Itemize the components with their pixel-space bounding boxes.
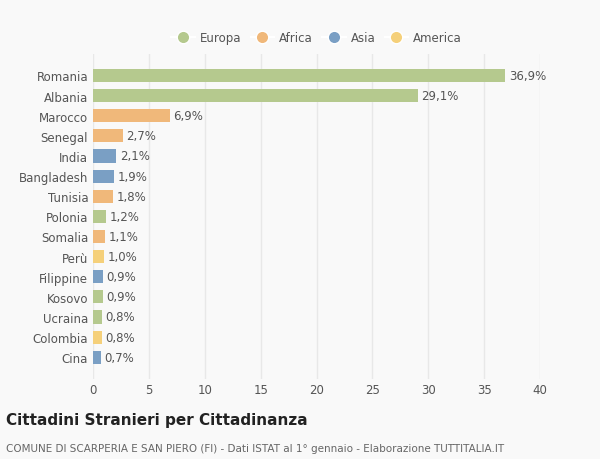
Text: COMUNE DI SCARPERIA E SAN PIERO (FI) - Dati ISTAT al 1° gennaio - Elaborazione T: COMUNE DI SCARPERIA E SAN PIERO (FI) - D… bbox=[6, 443, 504, 453]
Bar bbox=[93, 230, 105, 243]
Text: 0,7%: 0,7% bbox=[104, 351, 134, 364]
Bar bbox=[93, 271, 103, 284]
Text: 2,1%: 2,1% bbox=[120, 150, 149, 163]
Bar bbox=[93, 110, 170, 123]
Text: 1,1%: 1,1% bbox=[109, 230, 139, 243]
Bar bbox=[93, 351, 101, 364]
Text: 1,9%: 1,9% bbox=[118, 170, 148, 183]
Text: 0,8%: 0,8% bbox=[105, 331, 135, 344]
Bar bbox=[93, 210, 106, 224]
Bar bbox=[93, 130, 123, 143]
Text: Cittadini Stranieri per Cittadinanza: Cittadini Stranieri per Cittadinanza bbox=[6, 413, 308, 428]
Bar bbox=[93, 170, 114, 183]
Text: 36,9%: 36,9% bbox=[509, 70, 546, 83]
Bar bbox=[93, 311, 102, 324]
Text: 1,0%: 1,0% bbox=[107, 251, 137, 263]
Bar bbox=[93, 70, 505, 83]
Bar bbox=[93, 90, 418, 103]
Legend: Europa, Africa, Asia, America: Europa, Africa, Asia, America bbox=[168, 28, 465, 49]
Text: 1,8%: 1,8% bbox=[116, 190, 146, 203]
Bar bbox=[93, 251, 104, 263]
Bar bbox=[93, 331, 102, 344]
Text: 6,9%: 6,9% bbox=[173, 110, 203, 123]
Bar bbox=[93, 190, 113, 203]
Text: 1,2%: 1,2% bbox=[110, 210, 140, 224]
Bar bbox=[93, 150, 116, 163]
Text: 0,9%: 0,9% bbox=[106, 291, 136, 304]
Text: 29,1%: 29,1% bbox=[422, 90, 459, 103]
Bar bbox=[93, 291, 103, 304]
Text: 0,8%: 0,8% bbox=[105, 311, 135, 324]
Text: 2,7%: 2,7% bbox=[127, 130, 157, 143]
Text: 0,9%: 0,9% bbox=[106, 271, 136, 284]
